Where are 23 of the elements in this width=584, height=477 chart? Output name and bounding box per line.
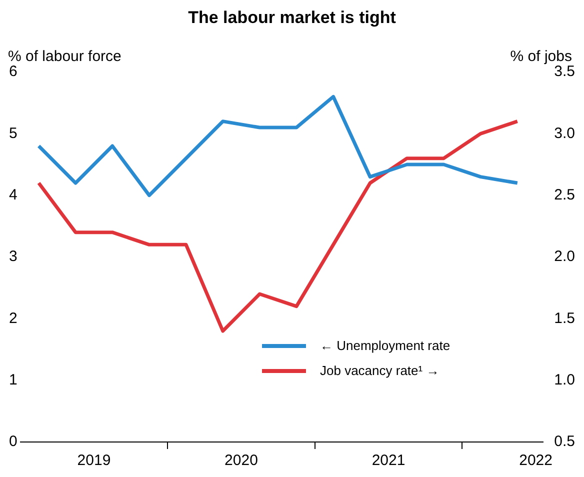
y2-tick-label: 3.0 <box>554 124 576 142</box>
y2-tick-label: 3.5 <box>554 63 576 80</box>
y-tick-label: 5 <box>9 124 18 142</box>
x-tick-label: 2019 <box>77 452 111 470</box>
y-tick-label: 4 <box>9 186 18 204</box>
x-tick-label: 2022 <box>519 452 552 470</box>
x-tick-label: 2021 <box>372 452 406 470</box>
y2-tick-label: 1.5 <box>554 310 576 327</box>
y-axis-title: % of labour force <box>8 48 122 65</box>
y2-axis-title: % of jobs <box>510 48 572 65</box>
y2-tick-label: 2.5 <box>554 186 576 204</box>
y2-tick-label: 1.0 <box>554 371 576 388</box>
x-tick-label: 2020 <box>224 452 258 470</box>
chart-title: The labour market is tight <box>187 8 397 28</box>
legend-label: Job vacancy rate¹ → <box>320 363 440 378</box>
y-tick-label: 6 <box>9 63 18 80</box>
y2-tick-label: 2.0 <box>554 248 576 266</box>
y-tick-label: 2 <box>9 310 18 327</box>
y-tick-label: 3 <box>9 248 18 266</box>
y2-tick-label: 0.5 <box>554 433 576 450</box>
y-tick-label: 1 <box>9 371 18 388</box>
legend-label: ← Unemployment rate <box>320 338 450 353</box>
y-tick-label: 0 <box>9 433 18 450</box>
